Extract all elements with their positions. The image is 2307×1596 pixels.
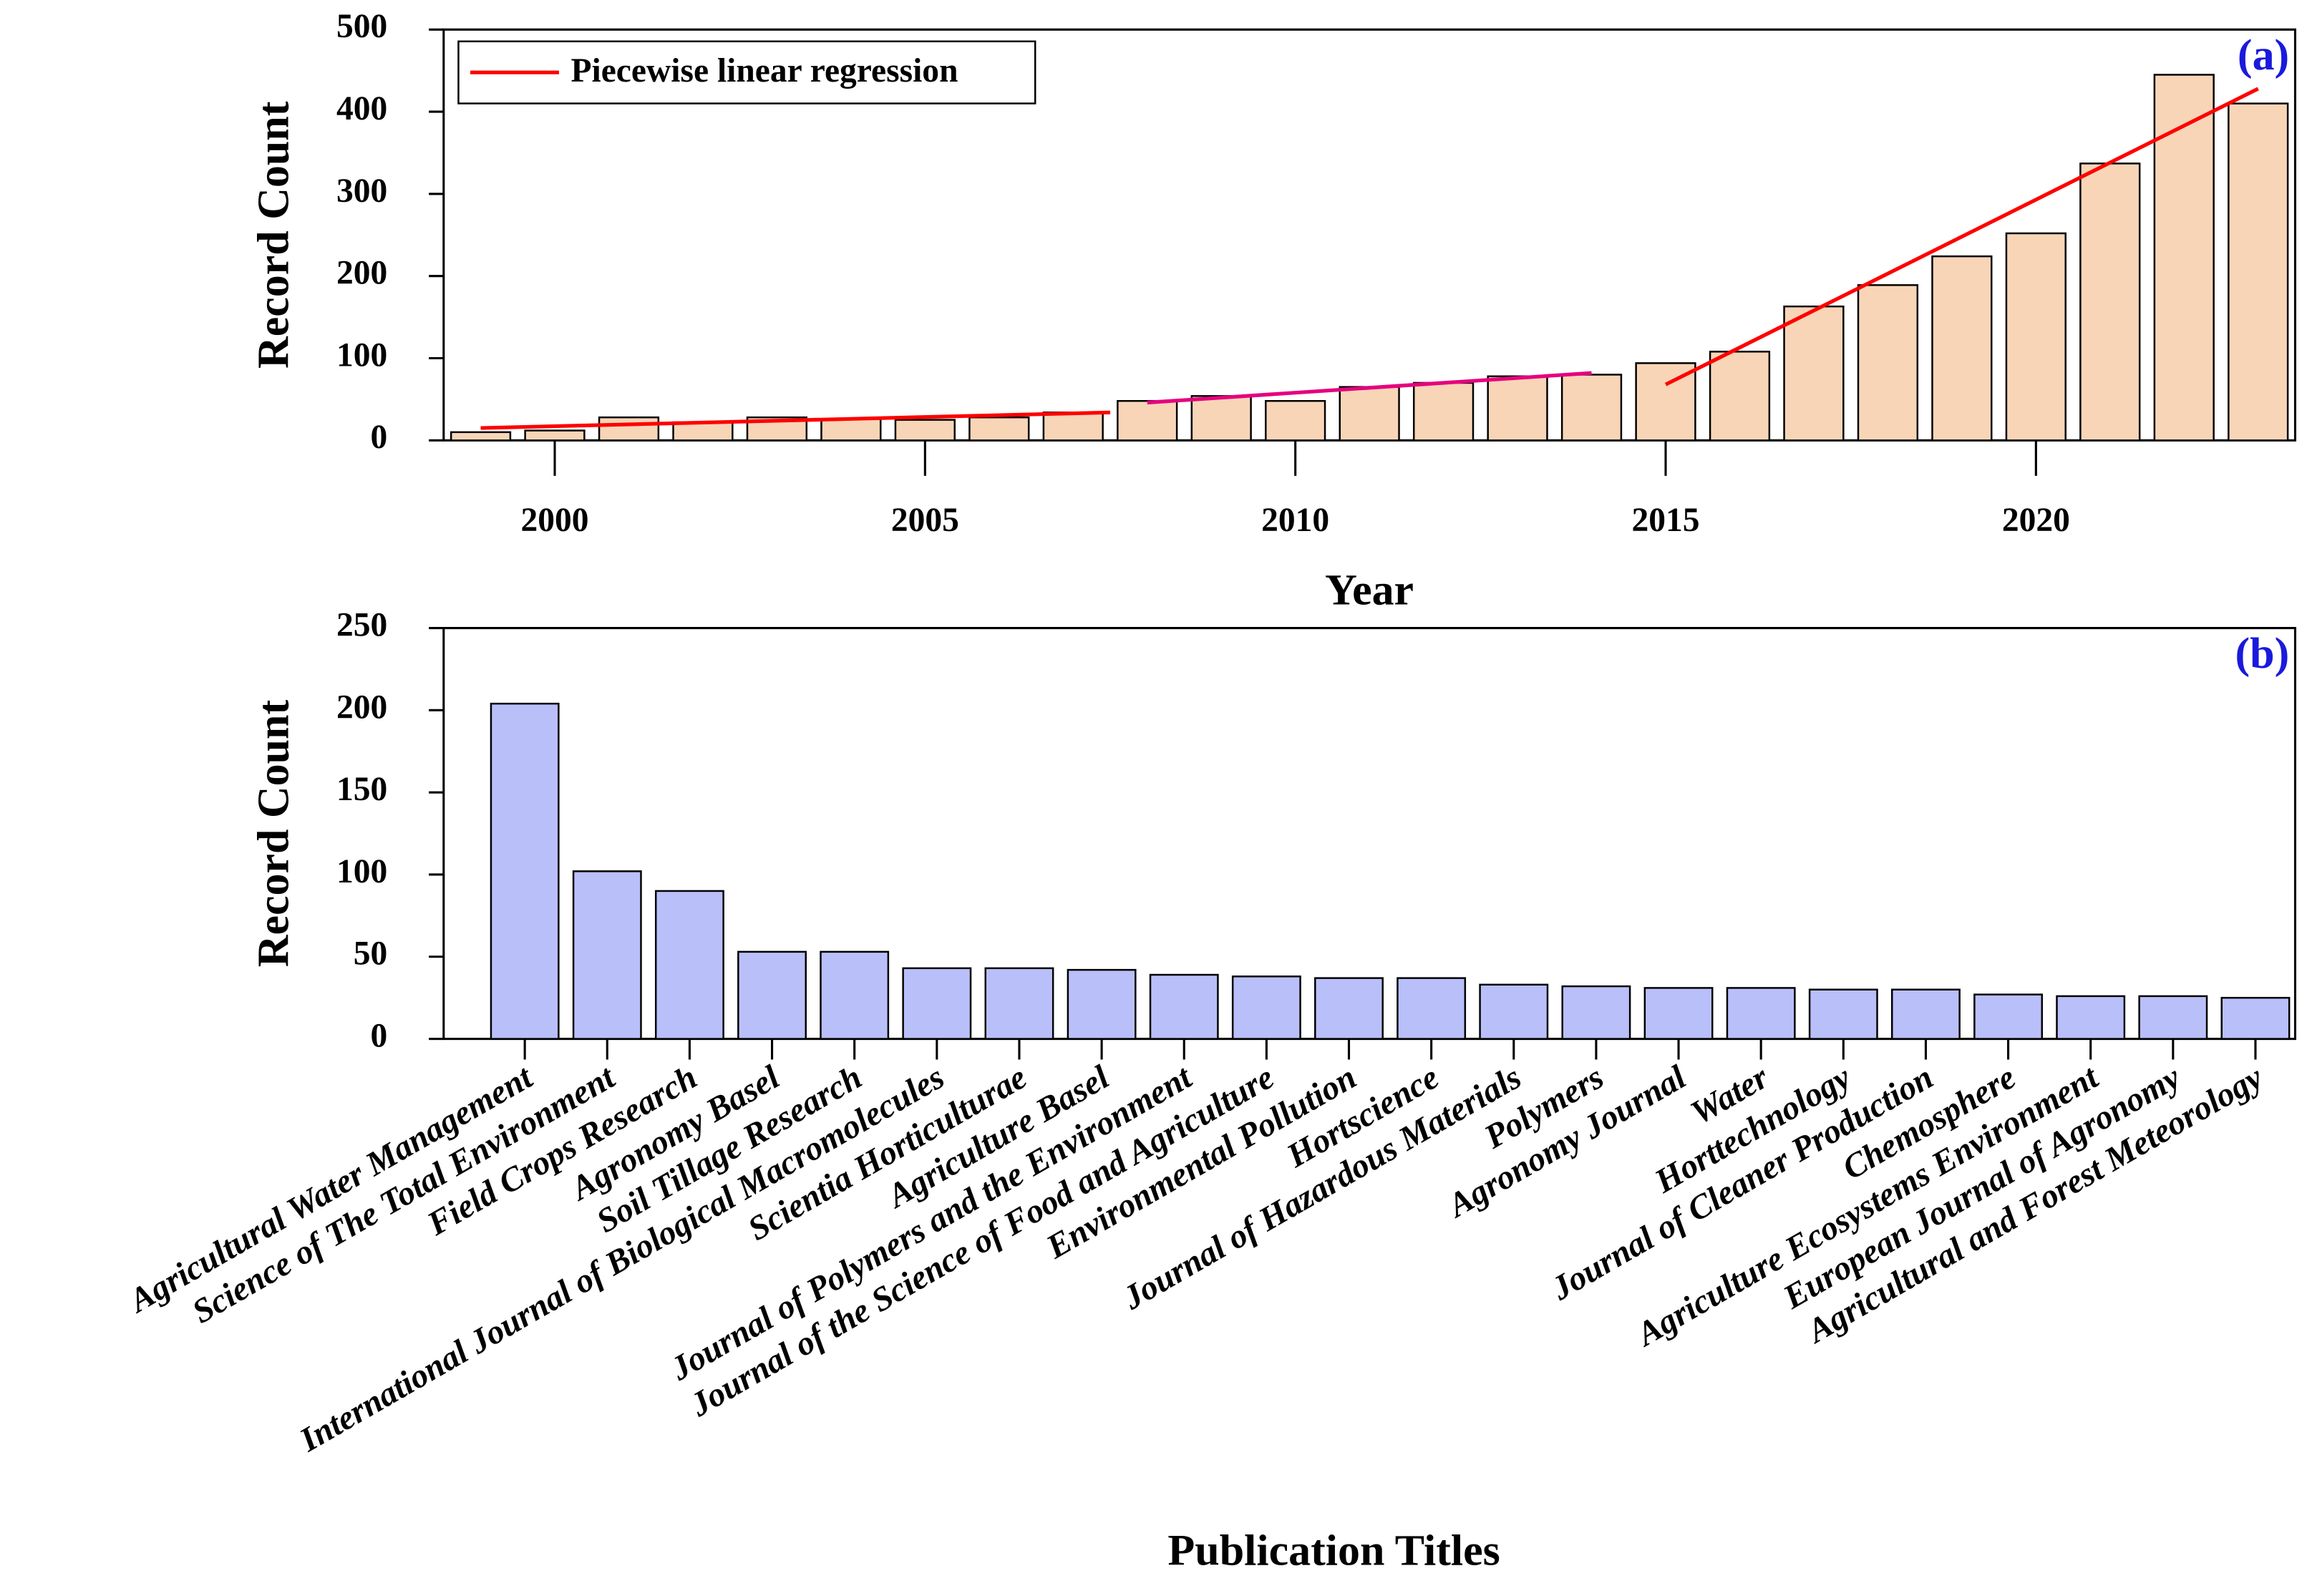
- y-tick-label: 50: [354, 935, 388, 973]
- bar: [1857, 284, 1919, 442]
- bar: [1117, 399, 1178, 442]
- y-tick-label: 200: [336, 688, 387, 726]
- y-tick-label: 500: [336, 8, 387, 45]
- bar: [1339, 386, 1400, 442]
- bar: [1808, 988, 1878, 1040]
- y-tick-label: 150: [336, 771, 387, 808]
- y-tick-label: 0: [371, 1017, 388, 1054]
- x-axis-title: Year: [1325, 565, 1414, 614]
- x-axis-title: Publication Titles: [1167, 1526, 1500, 1575]
- bar: [1931, 255, 1993, 442]
- y-tick-label: 200: [336, 255, 387, 292]
- bar: [1783, 305, 1845, 442]
- bar: [820, 418, 882, 442]
- bar: [737, 950, 807, 1040]
- bar: [524, 429, 586, 442]
- y-axis-title: Record Count: [250, 700, 298, 968]
- y-tick-label: 400: [336, 90, 387, 127]
- regression-line: [480, 410, 1111, 430]
- bar: [1726, 987, 1796, 1040]
- bar: [2228, 102, 2289, 442]
- bar: [2079, 162, 2141, 442]
- panel-label: (a): [2238, 31, 2289, 79]
- bar: [820, 950, 890, 1040]
- bar: [902, 967, 972, 1040]
- y-tick-label: 100: [336, 336, 387, 374]
- x-tick-label: 2000: [520, 502, 588, 539]
- y-axis-title: Record Count: [250, 101, 298, 369]
- regression-line: [1664, 87, 2259, 386]
- regression-line: [1147, 371, 1592, 405]
- panel-label: (b): [2235, 629, 2289, 678]
- bar: [1479, 983, 1549, 1040]
- bar: [2005, 232, 2066, 442]
- bar: [1067, 968, 1137, 1040]
- bar: [1149, 973, 1219, 1040]
- bar: [1487, 375, 1548, 442]
- bar: [1412, 381, 1475, 442]
- bar: [2220, 996, 2291, 1040]
- bar: [2138, 995, 2208, 1040]
- bar: [1973, 993, 2044, 1040]
- bar: [1709, 351, 1771, 442]
- bar: [2056, 995, 2126, 1040]
- bar: [894, 419, 956, 442]
- bar: [1042, 412, 1104, 442]
- bar: [1643, 987, 1714, 1040]
- bar: [2153, 74, 2215, 442]
- bar: [572, 870, 642, 1040]
- bar: [1560, 374, 1623, 442]
- bar: [450, 431, 512, 442]
- bar: [598, 416, 660, 442]
- legend-label: Piecewise linear regression: [570, 52, 958, 89]
- y-tick-label: 100: [336, 853, 387, 890]
- bar: [654, 890, 724, 1040]
- x-tick-label: 2010: [1261, 502, 1329, 539]
- bar: [984, 967, 1054, 1040]
- y-tick-label: 250: [336, 606, 387, 643]
- bar: [1231, 975, 1301, 1040]
- bar: [968, 416, 1030, 442]
- y-tick-label: 0: [371, 419, 388, 456]
- x-tick-label: 2005: [891, 502, 959, 539]
- y-tick-label: 300: [336, 172, 387, 210]
- bar: [1265, 399, 1326, 442]
- bar: [1397, 977, 1467, 1040]
- x-tick-label: 2015: [1631, 502, 1699, 539]
- x-tick-label: 2020: [2002, 502, 2070, 539]
- bar: [1190, 395, 1252, 442]
- bar: [490, 702, 560, 1040]
- bar: [1890, 988, 1961, 1040]
- bar: [1314, 977, 1384, 1040]
- bar: [1561, 985, 1631, 1040]
- bar: [672, 421, 734, 442]
